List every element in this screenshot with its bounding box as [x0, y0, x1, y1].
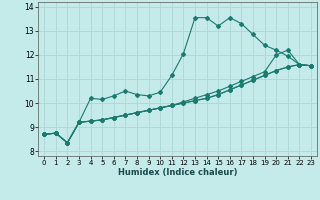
X-axis label: Humidex (Indice chaleur): Humidex (Indice chaleur): [118, 168, 237, 177]
